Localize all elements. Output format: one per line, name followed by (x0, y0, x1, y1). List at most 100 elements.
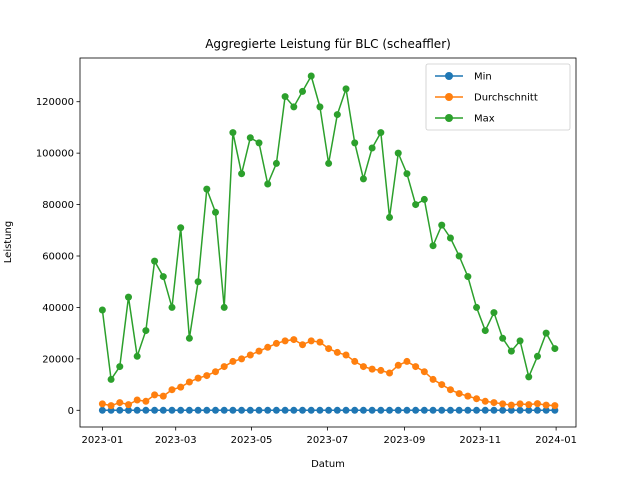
data-point (473, 406, 481, 414)
data-point (377, 406, 385, 414)
data-point (264, 406, 272, 414)
data-point (281, 337, 289, 345)
data-point (429, 406, 437, 414)
data-point (420, 195, 428, 203)
y-tick-label: 20000 (42, 354, 74, 365)
data-point (159, 273, 167, 281)
data-point (246, 406, 254, 414)
data-point (98, 406, 106, 414)
data-point (220, 406, 228, 414)
data-point (203, 185, 211, 193)
data-point (194, 374, 202, 382)
data-point (403, 406, 411, 414)
data-point (333, 406, 341, 414)
data-point (403, 170, 411, 178)
data-point (429, 242, 437, 250)
data-point (325, 159, 333, 167)
data-point (481, 397, 489, 405)
plot-frame (79, 57, 577, 428)
data-point (533, 400, 541, 408)
data-point (368, 365, 376, 373)
data-point (212, 208, 219, 216)
x-tick-label: 2023-03 (155, 435, 197, 446)
data-point (272, 406, 280, 414)
data-point (142, 397, 150, 405)
data-point (368, 144, 376, 152)
data-point (542, 401, 550, 409)
data-point (412, 406, 420, 414)
data-point (142, 406, 150, 414)
data-point (525, 401, 533, 409)
data-point (516, 406, 524, 414)
data-point (420, 406, 428, 414)
data-point (124, 293, 132, 301)
data-point (272, 339, 280, 347)
data-point (464, 406, 472, 414)
data-point (177, 224, 185, 232)
data-point (377, 366, 385, 374)
data-point (299, 406, 307, 414)
data-point (255, 139, 263, 147)
data-point (229, 129, 237, 137)
series-layer (98, 72, 559, 414)
data-point (542, 406, 550, 414)
data-point (168, 406, 176, 414)
data-point (325, 406, 333, 414)
data-point (290, 406, 298, 414)
data-point (203, 406, 211, 414)
data-point (107, 375, 115, 383)
x-axis-title: Datum (311, 459, 345, 470)
data-point (316, 406, 324, 414)
data-point (116, 406, 124, 414)
data-point (377, 129, 385, 137)
data-point (394, 406, 402, 414)
data-point (203, 372, 211, 380)
data-point (446, 234, 454, 242)
data-point (473, 395, 481, 403)
data-point (281, 93, 289, 101)
y-axis: 0 20000 40000 60000 80000 100000 120000 (36, 97, 80, 417)
series-max (98, 72, 559, 383)
data-point (455, 390, 463, 398)
legend-marker (445, 93, 453, 101)
x-tick-label: 2023-05 (231, 435, 273, 446)
data-point (238, 170, 246, 178)
series-durchschnitt (98, 336, 559, 410)
data-point (177, 383, 185, 391)
y-tick-label: 60000 (42, 252, 74, 263)
data-point (133, 352, 141, 360)
data-point (438, 381, 446, 389)
data-point (194, 406, 202, 414)
data-point (507, 401, 515, 409)
data-point (342, 351, 350, 359)
data-point (151, 257, 159, 265)
data-point (507, 406, 515, 414)
legend-marker (445, 114, 453, 122)
data-point (229, 406, 237, 414)
y-tick-label: 0 (68, 406, 74, 417)
x-tick-label: 2023-09 (384, 435, 426, 446)
data-point (420, 368, 428, 376)
data-point (412, 201, 420, 209)
data-point (394, 361, 402, 369)
data-point (386, 369, 394, 377)
data-point (159, 406, 167, 414)
data-point (272, 159, 280, 167)
data-point (168, 303, 176, 311)
series-min (98, 406, 559, 414)
data-point (333, 111, 341, 119)
data-point (264, 343, 272, 351)
data-point (133, 406, 141, 414)
legend-label: Max (474, 114, 495, 125)
y-tick-label: 40000 (42, 303, 74, 314)
data-point (142, 327, 150, 335)
data-point (551, 402, 559, 410)
x-tick-label: 2023-11 (459, 435, 501, 446)
data-point (212, 406, 219, 414)
data-point (290, 336, 298, 344)
data-point (490, 399, 498, 407)
data-point (412, 363, 420, 371)
data-point (185, 406, 193, 414)
data-point (551, 345, 559, 353)
legend: Min Durchschnitt Max (425, 63, 571, 131)
